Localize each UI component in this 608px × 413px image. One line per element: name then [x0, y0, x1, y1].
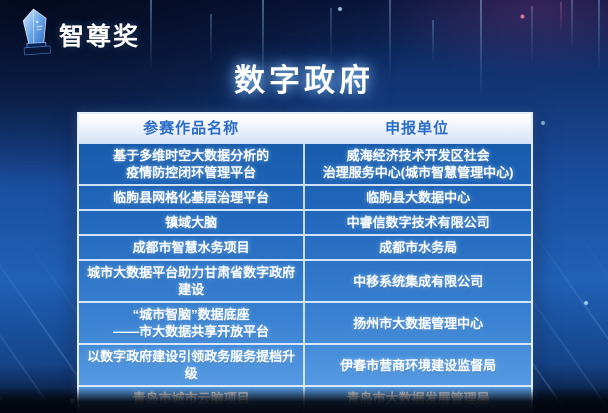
- work-cell: 基于多维时空大数据分析的 疫情防控闭环管理平台: [113, 148, 270, 180]
- table-header-row: 参赛作品名称 申报单位: [79, 114, 531, 144]
- table-row: 临朐县网格化基层治理平台 临朐县大数据中心: [79, 184, 531, 209]
- unit-cell: 扬州市大数据管理中心: [303, 303, 531, 343]
- table-row: 成都市智慧水务项目 成都市水务局: [79, 234, 531, 259]
- unit-cell: 伊春市营商环境建设监督局: [303, 345, 531, 385]
- work-cell: 城市大数据平台助力甘肃省数字政府建设: [87, 265, 296, 297]
- table-row: 城市大数据平台助力甘肃省数字政府建设 中移系统集成有限公司: [79, 259, 531, 301]
- award-logo-text: 智尊奖: [59, 22, 141, 51]
- trophy-icon: [20, 8, 52, 61]
- work-cell: 以数字政府建设引领政务服务提档升级: [87, 349, 296, 381]
- work-cell: “城市智脑”数据底座 ——市大数据共享开放平台: [113, 307, 270, 339]
- unit-cell: 成都市水务局: [303, 236, 531, 259]
- table-body: 基于多维时空大数据分析的 疫情防控闭环管理平台 威海经济技术开发区社会 治理服务…: [79, 144, 531, 410]
- table-row: 以数字政府建设引领政务服务提档升级 伊春市营商环境建设监督局: [79, 343, 531, 385]
- table-row: 基于多维时空大数据分析的 疫情防控闭环管理平台 威海经济技术开发区社会 治理服务…: [79, 144, 531, 184]
- table-row: 镇域大脑 中睿信数字技术有限公司: [79, 209, 531, 234]
- page-title: 数字政府: [234, 63, 374, 98]
- unit-cell: 中睿信数字技术有限公司: [303, 211, 531, 234]
- unit-cell: 临朐县大数据中心: [303, 186, 531, 209]
- award-logo: 智尊奖: [20, 8, 140, 61]
- header-unit-name: 申报单位: [385, 120, 450, 137]
- header-work-name: 参赛作品名称: [143, 120, 240, 137]
- table-row: 青岛市城市云脑项目 青岛市大数据发展管理局: [79, 385, 531, 410]
- unit-cell: 中移系统集成有限公司: [303, 261, 531, 301]
- work-cell: 临朐县网格化基层治理平台: [113, 190, 270, 205]
- unit-cell: 威海经济技术开发区社会 治理服务中心(城市智慧管理中心): [303, 144, 531, 184]
- work-cell: 镇域大脑: [165, 215, 218, 230]
- entries-table: 参赛作品名称 申报单位 基于多维时空大数据分析的 疫情防控闭环管理平台 威海经济…: [77, 112, 533, 412]
- work-cell: 成都市智慧水务项目: [132, 240, 250, 255]
- unit-cell: 青岛市大数据发展管理局: [303, 387, 531, 410]
- work-cell: 青岛市城市云脑项目: [132, 391, 250, 406]
- table-row: “城市智脑”数据底座 ——市大数据共享开放平台 扬州市大数据管理中心: [79, 301, 531, 343]
